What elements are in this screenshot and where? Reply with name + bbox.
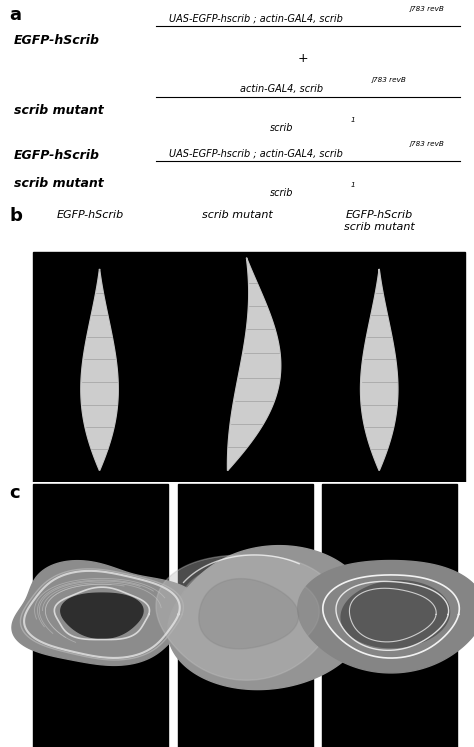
Polygon shape	[168, 545, 370, 689]
Polygon shape	[341, 580, 449, 648]
Text: scrib mutant: scrib mutant	[14, 105, 104, 117]
Text: scrib: scrib	[270, 187, 294, 197]
Text: UAS-EGFP-hscrib ; actin-GAL4, scrib: UAS-EGFP-hscrib ; actin-GAL4, scrib	[169, 13, 343, 23]
Bar	[33, 252, 465, 482]
Text: 1: 1	[351, 117, 356, 123]
Polygon shape	[199, 579, 299, 649]
Text: +: +	[298, 52, 309, 66]
Text: scrib mutant: scrib mutant	[14, 177, 104, 190]
Bar	[178, 485, 313, 747]
Polygon shape	[61, 593, 143, 639]
Text: j783 revB: j783 revB	[410, 141, 445, 147]
Polygon shape	[179, 566, 319, 665]
Text: j783 revB: j783 revB	[372, 77, 407, 83]
Text: EGFP-hScrib: EGFP-hScrib	[14, 149, 100, 162]
Text: scrib mutant: scrib mutant	[201, 210, 273, 220]
Text: a: a	[9, 6, 21, 24]
Polygon shape	[361, 269, 398, 471]
Bar	[33, 485, 168, 747]
Text: c: c	[9, 485, 20, 503]
Text: EGFP-hScrib: EGFP-hScrib	[56, 210, 124, 220]
Polygon shape	[81, 269, 118, 471]
Text: EGFP-hScrib
scrib mutant: EGFP-hScrib scrib mutant	[344, 210, 415, 232]
Bar	[322, 485, 457, 747]
Text: UAS-EGFP-hscrib ; actin-GAL4, scrib: UAS-EGFP-hscrib ; actin-GAL4, scrib	[169, 149, 343, 158]
Text: scrib: scrib	[270, 123, 294, 133]
Text: 1: 1	[351, 182, 356, 187]
Polygon shape	[298, 560, 474, 673]
Text: actin-GAL4, scrib: actin-GAL4, scrib	[240, 84, 324, 94]
Polygon shape	[156, 555, 337, 681]
Text: j783 revB: j783 revB	[410, 6, 445, 12]
Text: EGFP-hScrib: EGFP-hScrib	[14, 34, 100, 47]
Polygon shape	[12, 561, 199, 666]
Polygon shape	[228, 258, 281, 471]
Text: b: b	[9, 208, 22, 226]
